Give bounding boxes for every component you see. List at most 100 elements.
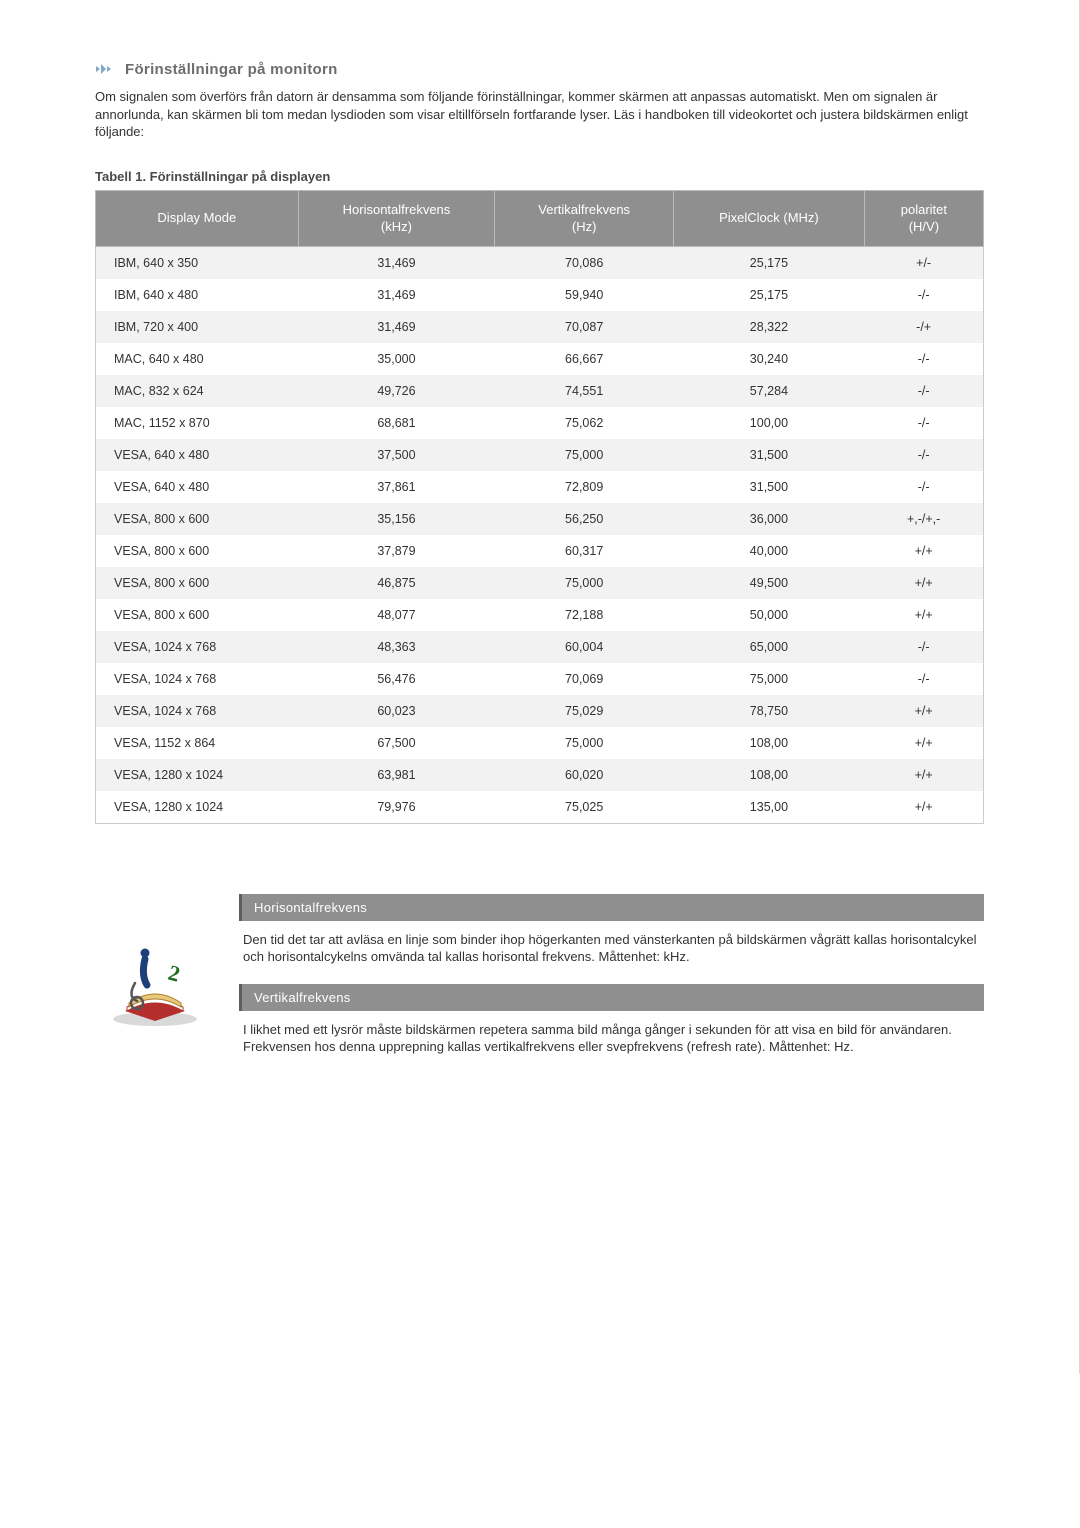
table-caption: Tabell 1. Förinställningar på displayen <box>95 169 984 184</box>
table-cell: 72,809 <box>495 471 674 503</box>
table-row: IBM, 720 x 40031,46970,08728,322-/+ <box>96 311 984 343</box>
table-row: VESA, 800 x 60046,87575,00049,500+/+ <box>96 567 984 599</box>
table-cell: 37,879 <box>298 535 495 567</box>
table-row: VESA, 1024 x 76848,36360,00465,000-/- <box>96 631 984 663</box>
table-cell: VESA, 1024 x 768 <box>96 631 299 663</box>
preset-modes-table: Display Mode Horisontalfrekvens(kHz) Ver… <box>95 190 984 824</box>
table-cell: +/+ <box>864 567 983 599</box>
col-header-mode: Display Mode <box>96 190 299 246</box>
table-cell: VESA, 800 x 600 <box>96 567 299 599</box>
col-header-vfreq: Vertikalfrekvens(Hz) <box>495 190 674 246</box>
table-cell: 31,469 <box>298 279 495 311</box>
table-cell: +,-/+,- <box>864 503 983 535</box>
table-cell: 79,976 <box>298 791 495 824</box>
table-cell: VESA, 1024 x 768 <box>96 695 299 727</box>
col-header-polarity: polaritet(H/V) <box>864 190 983 246</box>
definition-title-vfreq: Vertikalfrekvens <box>239 984 984 1011</box>
table-cell: 25,175 <box>674 246 865 279</box>
table-cell: 66,667 <box>495 343 674 375</box>
table-cell: +/+ <box>864 695 983 727</box>
table-row: MAC, 1152 x 87068,68175,062100,00-/- <box>96 407 984 439</box>
table-cell: 46,875 <box>298 567 495 599</box>
table-cell: 70,087 <box>495 311 674 343</box>
table-cell: -/- <box>864 439 983 471</box>
table-cell: 57,284 <box>674 375 865 407</box>
table-cell: -/- <box>864 279 983 311</box>
table-cell: IBM, 640 x 480 <box>96 279 299 311</box>
table-cell: 35,000 <box>298 343 495 375</box>
table-cell: MAC, 640 x 480 <box>96 343 299 375</box>
table-cell: 75,000 <box>674 663 865 695</box>
table-cell: 70,069 <box>495 663 674 695</box>
table-cell: 31,469 <box>298 246 495 279</box>
table-cell: -/- <box>864 343 983 375</box>
table-row: VESA, 800 x 60035,15656,25036,000+,-/+,- <box>96 503 984 535</box>
table-cell: 72,188 <box>495 599 674 631</box>
table-cell: +/+ <box>864 535 983 567</box>
table-row: VESA, 800 x 60048,07772,18850,000+/+ <box>96 599 984 631</box>
table-cell: -/- <box>864 471 983 503</box>
chevron-bullet-icon <box>95 60 113 78</box>
table-row: VESA, 1280 x 102463,98160,020108,00+/+ <box>96 759 984 791</box>
table-cell: +/+ <box>864 791 983 824</box>
table-cell: 108,00 <box>674 727 865 759</box>
table-row: VESA, 1152 x 86467,50075,000108,00+/+ <box>96 727 984 759</box>
table-row: IBM, 640 x 35031,46970,08625,175+/- <box>96 246 984 279</box>
table-row: VESA, 1280 x 102479,97675,025135,00+/+ <box>96 791 984 824</box>
definition-title-hfreq: Horisontalfrekvens <box>239 894 984 921</box>
table-cell: -/- <box>864 631 983 663</box>
table-cell: 37,500 <box>298 439 495 471</box>
table-cell: 48,077 <box>298 599 495 631</box>
table-cell: 49,500 <box>674 567 865 599</box>
col-header-hfreq: Horisontalfrekvens(kHz) <box>298 190 495 246</box>
table-cell: 75,000 <box>495 439 674 471</box>
table-cell: VESA, 1280 x 1024 <box>96 791 299 824</box>
table-cell: 78,750 <box>674 695 865 727</box>
table-cell: 70,086 <box>495 246 674 279</box>
table-cell: 60,004 <box>495 631 674 663</box>
table-cell: 67,500 <box>298 727 495 759</box>
table-cell: 30,240 <box>674 343 865 375</box>
section-heading-row: Förinställningar på monitorn <box>95 60 984 78</box>
table-cell: +/+ <box>864 599 983 631</box>
intro-paragraph: Om signalen som överförs från datorn är … <box>95 88 984 141</box>
table-row: VESA, 640 x 48037,50075,00031,500-/- <box>96 439 984 471</box>
table-cell: 60,317 <box>495 535 674 567</box>
table-cell: MAC, 1152 x 870 <box>96 407 299 439</box>
table-row: MAC, 832 x 62449,72674,55157,284-/- <box>96 375 984 407</box>
table-cell: 59,940 <box>495 279 674 311</box>
table-cell: 108,00 <box>674 759 865 791</box>
table-row: MAC, 640 x 48035,00066,66730,240-/- <box>96 343 984 375</box>
table-cell: VESA, 1152 x 864 <box>96 727 299 759</box>
table-cell: 25,175 <box>674 279 865 311</box>
table-cell: 60,023 <box>298 695 495 727</box>
table-cell: IBM, 640 x 350 <box>96 246 299 279</box>
table-cell: MAC, 832 x 624 <box>96 375 299 407</box>
table-cell: 68,681 <box>298 407 495 439</box>
table-cell: VESA, 1024 x 768 <box>96 663 299 695</box>
table-cell: IBM, 720 x 400 <box>96 311 299 343</box>
table-cell: 31,500 <box>674 439 865 471</box>
table-row: VESA, 800 x 60037,87960,31740,000+/+ <box>96 535 984 567</box>
table-cell: 31,500 <box>674 471 865 503</box>
table-cell: 63,981 <box>298 759 495 791</box>
table-cell: 100,00 <box>674 407 865 439</box>
table-cell: 75,062 <box>495 407 674 439</box>
table-cell: -/- <box>864 375 983 407</box>
section-heading: Förinställningar på monitorn <box>125 61 338 78</box>
table-cell: VESA, 800 x 600 <box>96 503 299 535</box>
table-cell: VESA, 800 x 600 <box>96 535 299 567</box>
definitions-section: 2 Horisontalfrekvens Den tid det tar att… <box>95 894 984 1074</box>
table-cell: 65,000 <box>674 631 865 663</box>
table-cell: 75,000 <box>495 567 674 599</box>
table-cell: 56,250 <box>495 503 674 535</box>
table-cell: VESA, 1280 x 1024 <box>96 759 299 791</box>
table-cell: 60,020 <box>495 759 674 791</box>
definition-body-hfreq: Den tid det tar att avläsa en linje som … <box>239 923 984 984</box>
table-row: VESA, 640 x 48037,86172,80931,500-/- <box>96 471 984 503</box>
table-cell: 31,469 <box>298 311 495 343</box>
table-cell: -/- <box>864 407 983 439</box>
table-row: VESA, 1024 x 76860,02375,02978,750+/+ <box>96 695 984 727</box>
svg-text:2: 2 <box>166 960 183 987</box>
table-cell: +/- <box>864 246 983 279</box>
